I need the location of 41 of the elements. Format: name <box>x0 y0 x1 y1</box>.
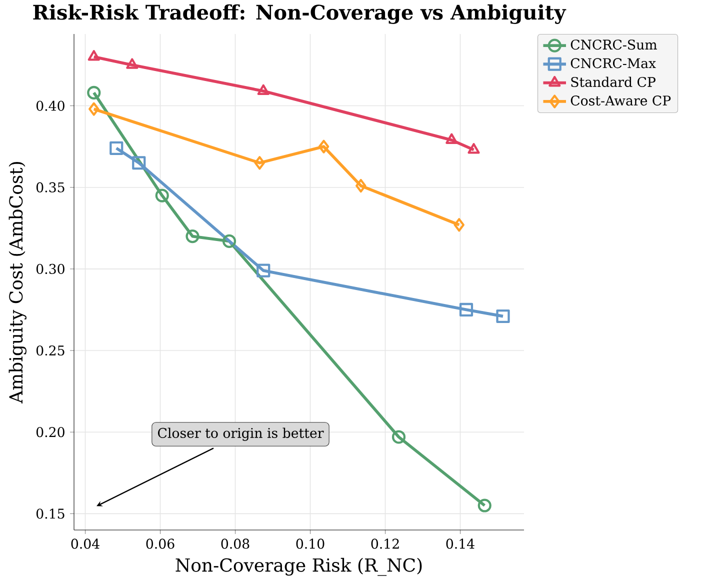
y-tick-label: 0.35 <box>36 182 64 192</box>
point <box>87 86 101 100</box>
y-tick-label: 0.15 <box>36 508 64 519</box>
point <box>318 140 330 154</box>
point <box>110 141 124 156</box>
legend-label: Cost-Aware CP <box>570 96 671 106</box>
legend-label: CNCRC-Sum <box>570 40 657 50</box>
point <box>392 430 406 444</box>
point <box>155 188 169 202</box>
chart-title: Risk-Risk Tradeoff: Non-Coverage vs Ambiguity <box>33 4 566 24</box>
x-tick-label: 0.06 <box>146 538 174 549</box>
point <box>496 309 510 324</box>
point <box>186 230 200 244</box>
y-tick-label: 0.20 <box>36 427 64 438</box>
point <box>88 50 100 61</box>
x-tick-label: 0.12 <box>371 538 399 549</box>
point <box>126 58 138 69</box>
point <box>468 143 480 154</box>
y-tick-label: 0.25 <box>36 345 64 356</box>
y-tick-label: 0.30 <box>36 264 64 274</box>
annotation: Closer to origin is better <box>158 428 324 441</box>
point <box>478 498 492 512</box>
point <box>446 133 458 144</box>
point <box>454 218 464 232</box>
legend-label: CNCRC-Max <box>570 58 656 68</box>
x-axis-title: Non-Coverage Risk (R_NC) <box>176 558 422 576</box>
point <box>254 156 265 170</box>
point <box>222 234 236 248</box>
y-tick-label: 0.40 <box>36 100 64 111</box>
point <box>257 84 270 96</box>
point <box>256 264 270 278</box>
x-tick-label: 0.14 <box>446 538 474 549</box>
x-tick-label: 0.08 <box>221 538 250 549</box>
x-tick-label: 0.10 <box>296 538 324 549</box>
x-tick-label: 0.04 <box>71 538 100 549</box>
point <box>132 156 146 170</box>
y-axis-title: Ambiguity Cost (AmbCost) <box>8 162 26 404</box>
point <box>356 178 366 193</box>
point <box>459 302 474 317</box>
legend-label: Standard CP <box>571 76 656 88</box>
point <box>88 102 100 116</box>
